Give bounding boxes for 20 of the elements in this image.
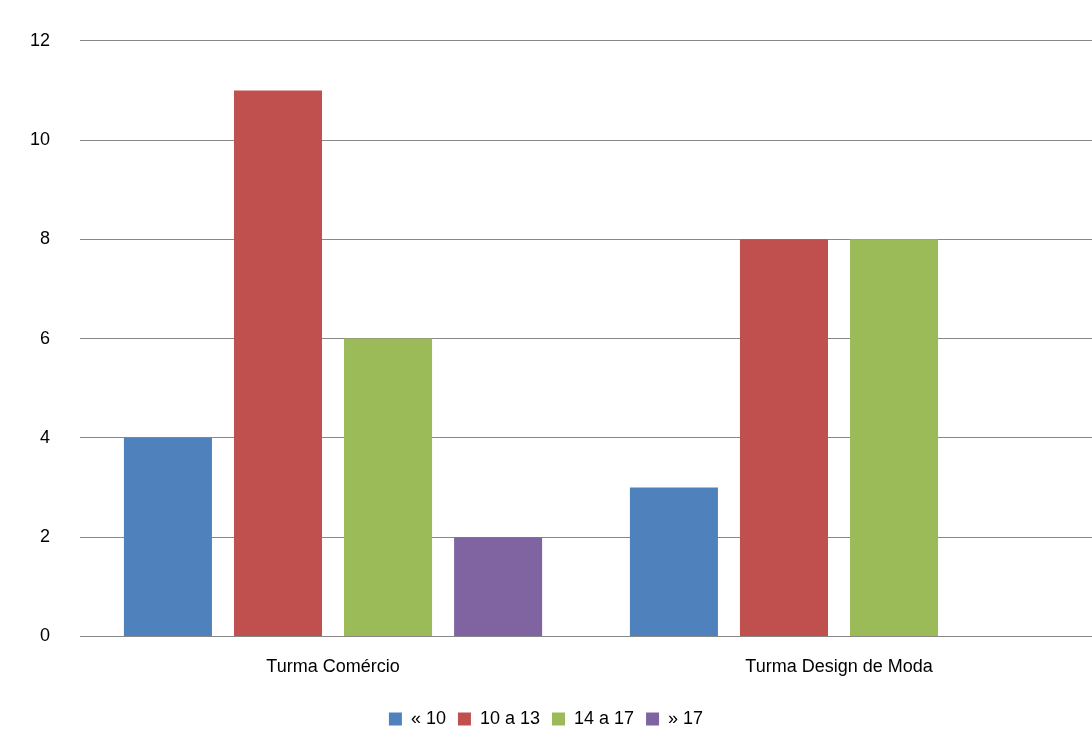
bar [344, 338, 433, 636]
x-tick-label: Turma Design de Moda [745, 656, 934, 677]
y-tick-label: 8 [40, 228, 51, 249]
y-tick-label: 6 [40, 327, 51, 348]
bar [739, 239, 828, 636]
y-tick-label: 10 [29, 129, 51, 150]
y-tick-label: 4 [40, 426, 51, 447]
y-tick-label: 12 [29, 29, 51, 50]
bar [233, 90, 323, 636]
bar [850, 239, 939, 636]
bar [454, 537, 543, 636]
y-tick-label: 0 [40, 625, 51, 646]
bar [123, 437, 212, 636]
y-tick-label: 2 [40, 526, 51, 547]
legend-label: 10 a 13 [479, 707, 541, 728]
x-tick-label: Turma Comércio [266, 656, 400, 677]
legend-label: 14 a 17 [574, 707, 635, 728]
bar [629, 487, 718, 636]
legend-label: « 10 [410, 707, 446, 728]
legend-label: » 17 [668, 707, 704, 728]
